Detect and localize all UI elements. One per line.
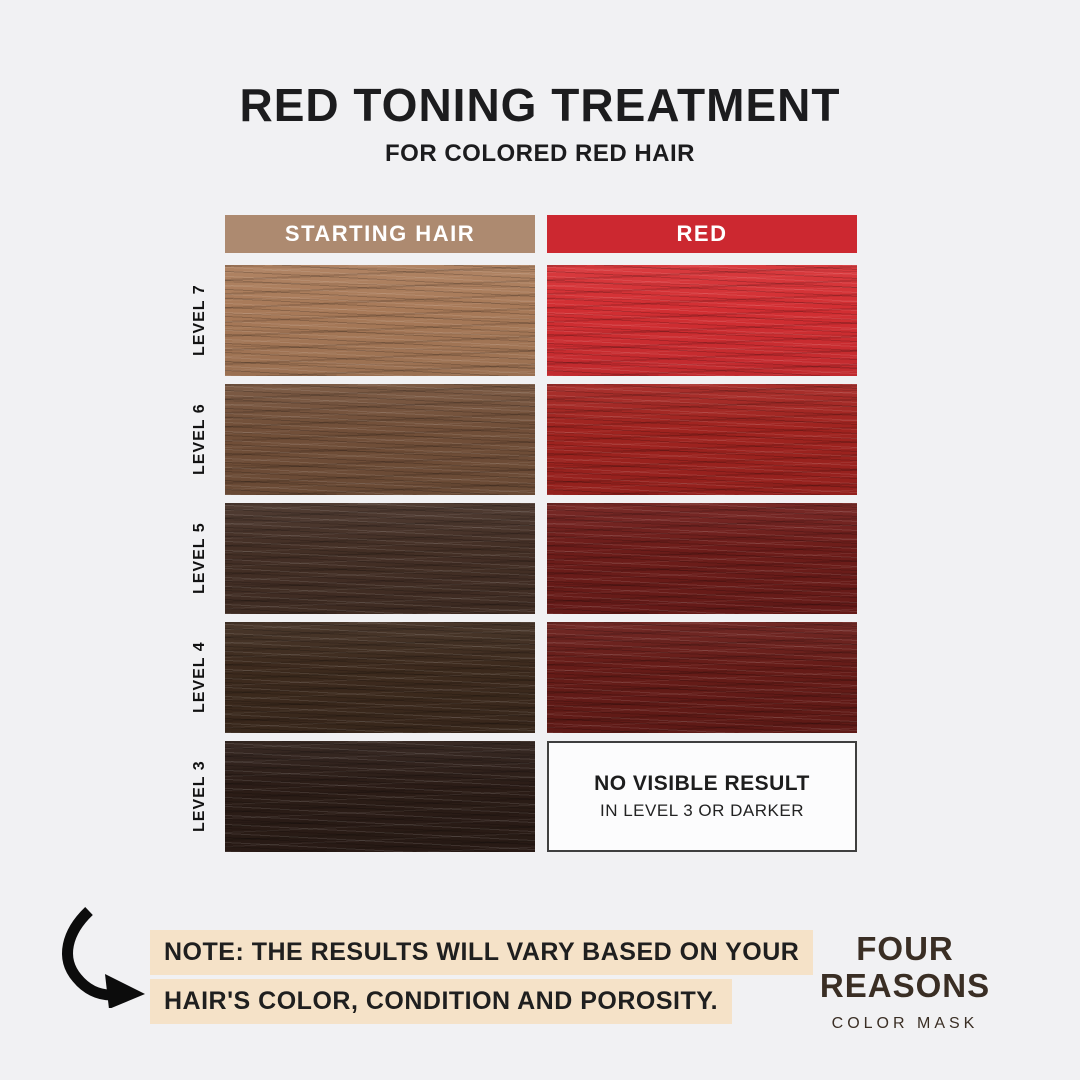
- starting-hair-swatch-level-6: [225, 384, 535, 495]
- starting-hair-swatch-level-4: [225, 622, 535, 733]
- level-label-level-5: LEVEL 5: [191, 522, 208, 595]
- starting-hair-swatch-level-7: [225, 265, 535, 376]
- column-header-starting-hair: STARTING HAIR: [225, 215, 535, 253]
- note-block: NOTE: THE RESULTS WILL VARY BASED ON YOU…: [150, 930, 814, 1028]
- note-line-1: NOTE: THE RESULTS WILL VARY BASED ON YOU…: [150, 930, 814, 975]
- no-visible-result-subtitle: IN LEVEL 3 OR DARKER: [600, 801, 804, 820]
- note-line-2: HAIR'S COLOR, CONDITION AND POROSITY.: [150, 979, 733, 1024]
- column-header-starting-label: STARTING HAIR: [284, 221, 476, 246]
- level-label-level-7: LEVEL 7: [191, 284, 208, 357]
- red-result-swatch-level-5: [547, 503, 857, 614]
- starting-hair-swatch-level-3: [225, 741, 535, 852]
- level-label-level-6: LEVEL 6: [191, 403, 208, 476]
- starting-hair-swatch-level-5: [225, 503, 535, 614]
- no-visible-result-box: NO VISIBLE RESULT IN LEVEL 3 OR DARKER: [547, 741, 857, 852]
- column-header-red: RED: [547, 215, 857, 253]
- brand-product-name: COLOR MASK: [831, 1015, 979, 1032]
- no-visible-result-title: NO VISIBLE RESULT: [594, 772, 810, 795]
- brand-name-line-1: FOUR: [856, 930, 954, 967]
- curved-arrow-icon: [55, 906, 145, 1009]
- level-label-level-3: LEVEL 3: [191, 760, 208, 833]
- level-label-level-4: LEVEL 4: [191, 641, 208, 714]
- red-result-swatch-level-6: [547, 384, 857, 495]
- brand-logo: FOUR REASONS COLOR MASK: [810, 930, 1000, 1033]
- column-header-red-label: RED: [676, 221, 728, 246]
- page-title: RED TONING TREATMENT: [239, 79, 841, 131]
- page-subtitle: FOR COLORED RED HAIR: [385, 140, 695, 167]
- red-result-swatch-level-4: [547, 622, 857, 733]
- level-grid: STARTING HAIR RED LEVEL 7 LEVEL 6 LEVEL 5 L…: [180, 215, 860, 855]
- brand-name-line-2: REASONS: [819, 967, 991, 1004]
- red-result-swatch-level-7: [547, 265, 857, 376]
